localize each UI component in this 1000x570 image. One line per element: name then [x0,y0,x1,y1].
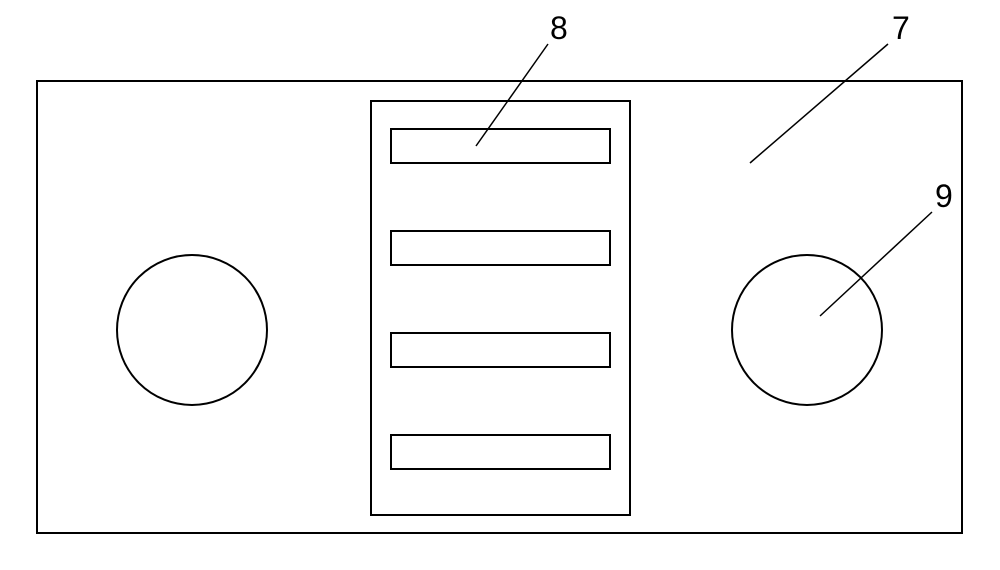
callout-label-7: 7 [892,10,910,47]
slot-bar [390,128,611,164]
left-circle [116,254,268,406]
callout-label-8: 8 [550,10,568,47]
slot-bar [390,230,611,266]
slot-bar [390,332,611,368]
callout-label-9: 9 [935,178,953,215]
right-circle [731,254,883,406]
slot-bar [390,434,611,470]
